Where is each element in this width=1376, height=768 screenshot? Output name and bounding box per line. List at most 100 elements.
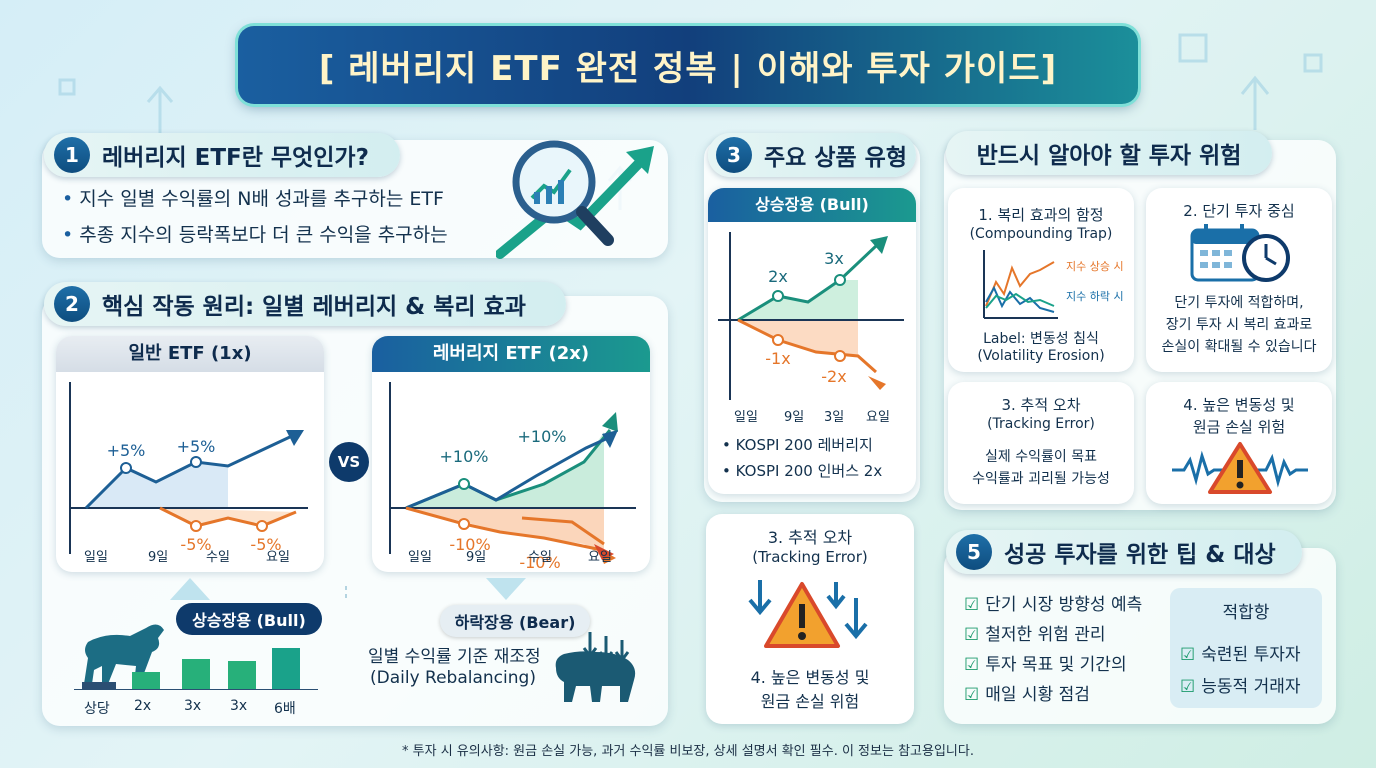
section-title: 레버리지 ETF란 무엇인가? [102,145,369,171]
down-label: -10% [449,535,490,554]
risk-1-title-1: 1. 복리 효과의 함정 [978,206,1104,224]
risk-card-1 [948,188,1134,372]
legend-up: 지수 상승 시 [1066,260,1124,273]
product-type-chart: 2x 3x -1x -2x [718,232,904,400]
down-label: -10% [519,553,560,572]
bar-label: 6배 [274,701,296,717]
check-icon: ☑ [964,625,980,645]
magnifier-growth-icon [496,140,654,259]
x-tick: 9일 [784,410,805,425]
section-5-heading: 5 성공 투자를 위한 팁 & 대상 [946,530,1302,574]
up-label: +5% [177,437,216,456]
bear-badge: 하락장용 (Bear) [440,605,590,637]
normal-etf-header: 일반 ETF (1x) [56,336,324,372]
section-number: 5 [956,534,992,570]
section-number: 2 [54,286,90,322]
section-title: 주요 상품 유형 [764,145,907,171]
leverage-bar [228,661,256,690]
normal-etf-panel: 일반 ETF (1x) +5% +5% -5% -5% [56,336,324,572]
x-tick: 일일 [84,550,108,565]
check-icon: ☑ [964,685,980,705]
tracking-title-2: (Tracking Error) [752,548,868,566]
check-icon: ☑ [1180,677,1196,697]
calendar-clock-icon [1190,224,1290,282]
tip-item: ☑ 단기 시장 방향성 예측 [964,595,1143,615]
x-tick: 일일 [408,550,432,565]
compounding-chart [983,250,1058,319]
normal-etf-chart: +5% +5% -5% -5% [69,382,308,554]
legend-down: 지수 하락 시 [1066,290,1124,303]
section-number: 1 [54,137,90,173]
fit-target-box [1170,588,1322,708]
volatility-warning-icon [1172,442,1308,494]
bar-label: 3x [184,698,202,714]
down-label: -2x [821,367,846,386]
page-title: [ 레버리지 ETF 완전 정복 | 이해와 투자 가이드] [318,48,1058,89]
warning-down-arrows-icon [748,580,868,648]
section-3-heading: 3 주요 상품 유형 [708,133,916,177]
fit-item: ☑ 숙련된 투자자 [1180,645,1301,665]
risks-heading: 반드시 알아야 할 투자 위험 [946,131,1272,175]
risk-2-text-3: 손실이 확대될 수 있습니다 [1161,339,1317,355]
bull-chart-header: 상승장용 (Bull) [708,188,916,222]
check-icon: ☑ [964,595,980,615]
fit-title: 적합항 [1222,603,1270,623]
check-icon: ☑ [1180,645,1196,665]
section-title: 반드시 알아야 할 투자 위험 [976,143,1242,169]
leverage-bar [272,648,300,690]
leverage-bar [182,659,210,690]
leverage-bar [132,672,160,690]
check-icon: ☑ [964,655,980,675]
volatility-text-2: 원금 손실 위험 [760,692,860,711]
bar-label: 3x [230,698,248,714]
down-label: -1x [765,349,790,368]
section-title: 핵심 작동 원리: 일별 레버리지 & 복리 효과 [102,294,526,320]
risk-2-text-1: 단기 투자에 적합하며, [1174,295,1304,311]
rebalance-text-1: 일별 수익률 기준 재조정 [368,647,541,667]
x-tick: 요일 [866,410,890,425]
leverage-bars-chart [74,648,318,690]
header-banner: [ 레버리지 ETF 완전 정복 | 이해와 투자 가이드] [238,26,1138,104]
x-tick: 일일 [734,410,758,425]
rebalance-text-2: (Daily Rebalancing) [370,668,536,688]
risk-3-title-2: (Tracking Error) [987,416,1095,432]
x-tick: 요일 [266,550,290,565]
risk-card-3 [948,382,1134,504]
fit-item: ☑ 능동적 거래자 [1180,677,1301,697]
risk-1-label-2: (Volatility Erosion) [977,348,1105,364]
panel-pointer-arrows [170,578,526,602]
tip-item: ☑ 매일 시황 점검 [964,685,1090,705]
risk-4-title-1: 4. 높은 변동성 및 [1183,396,1295,414]
x-tick: 요일 [588,550,612,565]
footer-disclaimer: * 투자 시 유의사항: 원금 손실 가능, 과거 수익률 비보장, 상세 설명… [402,744,974,759]
risk-2-text-2: 장기 투자 시 복리 효과로 [1165,317,1313,333]
tracking-title-1: 3. 추적 오차 [767,528,853,547]
x-tick: 수일 [206,550,230,565]
risk-4-title-2: 원금 손실 위험 [1192,418,1286,436]
s1-bullet-1: • 지수 일별 수익률의 N배 성과를 추구하는 ETF [62,188,444,210]
risk-3-text-2: 수익률과 괴리될 가능성 [972,471,1110,487]
section-1-heading: 1 레버리지 ETF란 무엇인가? [44,133,400,177]
tip-item: ☑ 철저한 위험 관리 [964,625,1106,645]
bull-badge: 상승장용 (Bull) [176,603,322,635]
x-tick: 9일 [148,550,169,565]
leveraged-etf-panel: 레버리지 ETF (2x) +10% +10% -10% -10% [372,336,650,572]
risk-3-text-1: 실제 수익률이 목표 [985,449,1097,465]
leveraged-etf-chart: +10% +10% -10% -10% [389,382,636,572]
up-label: +10% [440,447,489,466]
bar-label: 2x [134,698,152,714]
section-2-heading: 2 핵심 작동 원리: 일별 레버리지 & 복리 효과 [44,282,566,326]
x-tick: 수일 [528,550,552,565]
bull-icon [82,624,164,690]
down-label: -5% [180,535,211,554]
risk-1-title-2: (Compounding Trap) [969,226,1113,242]
bear-icon [555,632,636,702]
product-item: • KOSPI 200 레버리지 [722,436,873,454]
risk-2-title: 2. 단기 투자 중심 [1183,202,1295,220]
up-label: 3x [824,249,844,268]
risk-1-label-1: Label: 변동성 침식 [983,331,1099,347]
volatility-text-1: 4. 높은 변동성 및 [750,668,870,687]
vs-badge: VS [329,442,369,482]
risk-3-title-1: 3. 추적 오차 [1001,396,1081,414]
x-tick: 9일 [466,550,487,565]
